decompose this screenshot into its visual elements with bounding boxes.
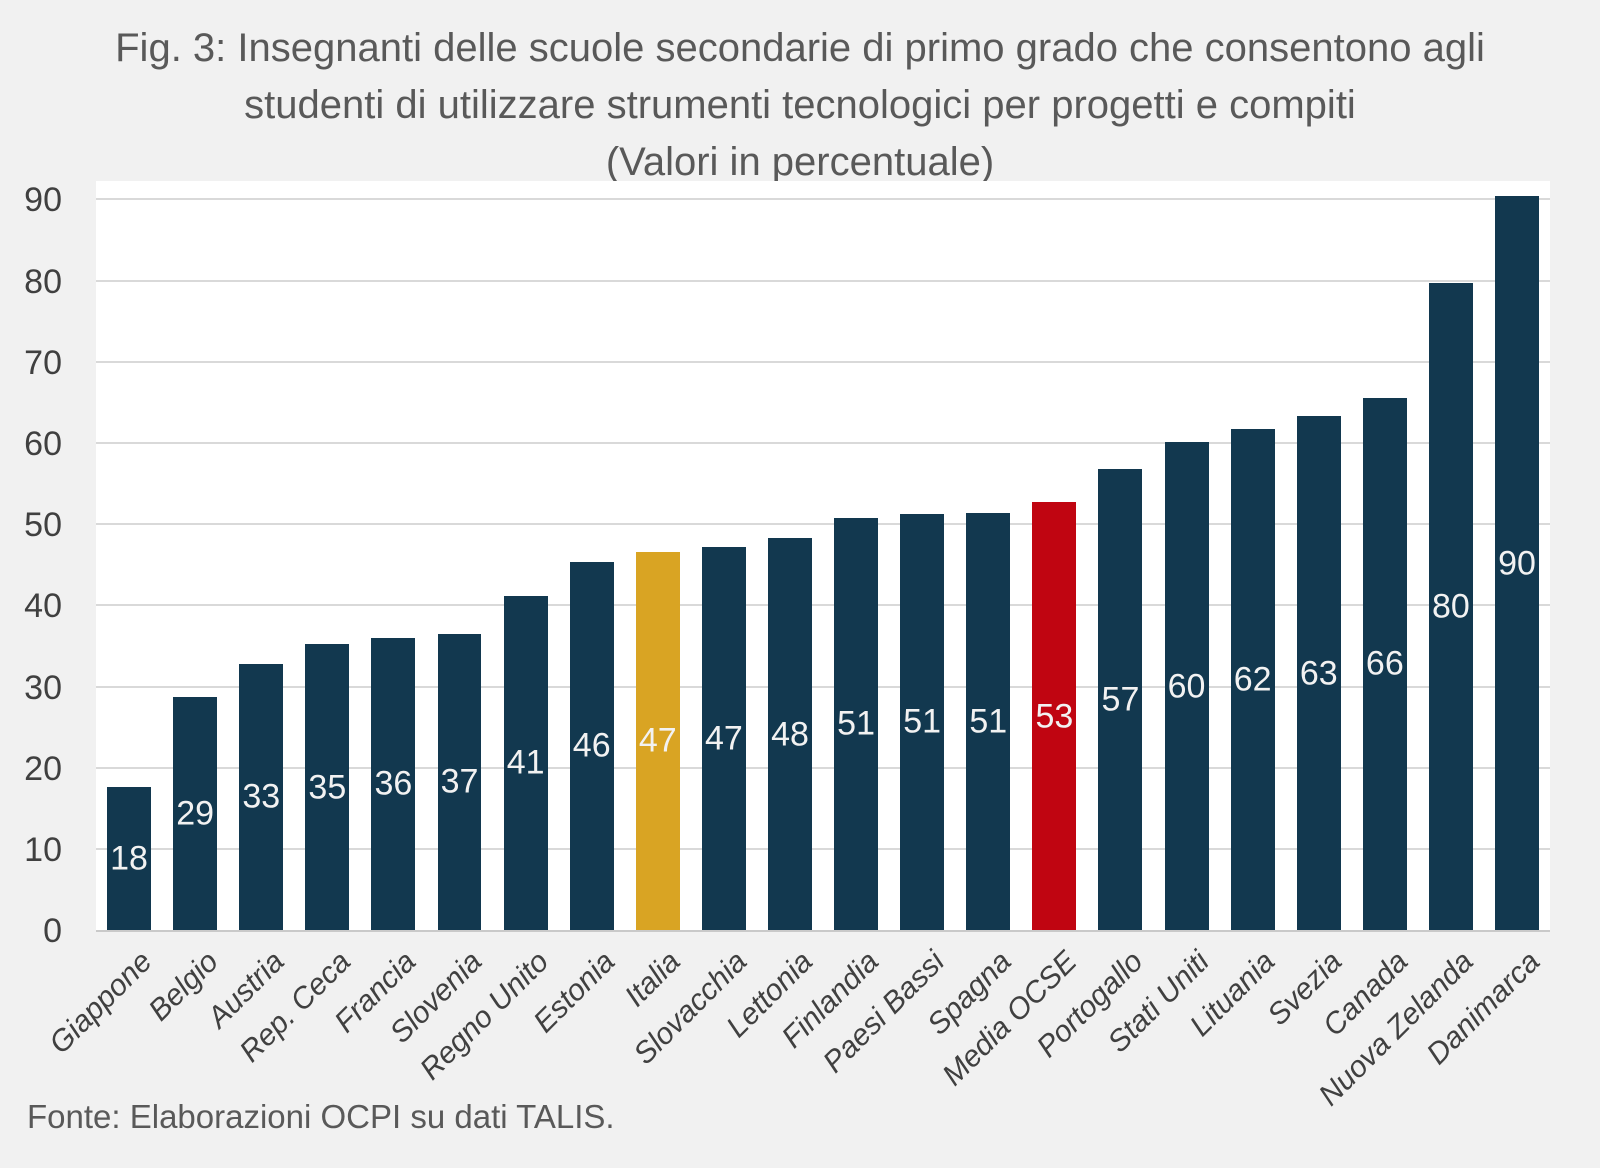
source-note: Fonte: Elaborazioni OCPI su dati TALIS. — [27, 1098, 615, 1135]
bar-francia: 36 — [371, 637, 416, 931]
bar-value-label: 18 — [110, 839, 148, 878]
bar-media-ocse: 53 — [1032, 502, 1077, 931]
bar-slot: 90 — [1484, 181, 1550, 931]
bar-value-label: 63 — [1299, 654, 1338, 693]
bar-lituania: 62 — [1230, 428, 1275, 931]
bar-slot: 33 — [228, 181, 294, 931]
bar-slot: 51 — [955, 181, 1021, 931]
bar-value-label: 35 — [308, 768, 347, 807]
y-tick-label: 20 — [24, 749, 62, 788]
gridline — [96, 198, 1550, 201]
bar-value-label: 36 — [374, 764, 413, 803]
bar-slot: 80 — [1418, 181, 1484, 931]
bar-slot: 53 — [1021, 181, 1087, 931]
gridline — [96, 279, 1550, 282]
bar-svezia: 63 — [1296, 416, 1341, 931]
bar-value-label: 62 — [1233, 660, 1272, 699]
bar-slot: 63 — [1286, 181, 1352, 931]
bar-slot: 18 — [96, 181, 162, 931]
gridline — [96, 766, 1550, 769]
bar-slot: 57 — [1087, 181, 1153, 931]
x-axis-line — [96, 930, 1550, 932]
y-tick-label: 0 — [43, 912, 62, 950]
gridline — [96, 523, 1550, 526]
bar-slot: 37 — [426, 181, 492, 931]
bar-nuova-zelanda: 80 — [1428, 283, 1473, 931]
bar-spagna: 51 — [966, 512, 1011, 931]
bar-value-label: 51 — [903, 702, 942, 741]
bar-value-label: 66 — [1365, 644, 1404, 683]
bar-danimarca: 90 — [1495, 196, 1539, 931]
bar-value-label: 47 — [704, 719, 743, 758]
bar-slot: 36 — [360, 181, 426, 931]
gridline — [96, 442, 1550, 444]
bar-value-label: 80 — [1432, 587, 1470, 626]
bar-value-label: 46 — [572, 726, 611, 765]
bar-value-label: 41 — [506, 743, 545, 782]
bar-value-label: 47 — [638, 721, 677, 760]
bar-stati-uniti: 60 — [1164, 442, 1209, 931]
y-tick-label: 40 — [24, 587, 62, 626]
bar-slot: 47 — [625, 181, 691, 931]
gridline — [96, 604, 1550, 607]
bar-value-label: 48 — [771, 715, 809, 754]
bar-slot: 66 — [1352, 181, 1418, 931]
bar-estonia: 46 — [569, 561, 614, 931]
y-tick-label: 50 — [24, 506, 62, 545]
bars-container: 18 29 33 35 36 37 41 46 47 47 48 51 51 51 53 57 60 62 63 66… — [96, 181, 1550, 931]
y-tick-label: 30 — [24, 668, 62, 707]
y-tick-label: 60 — [24, 425, 62, 463]
bar-slot: 60 — [1154, 181, 1220, 931]
bar-slot: 41 — [493, 181, 559, 931]
plot-area: 18 29 33 35 36 37 41 46 47 47 48 51 51 51 53 57 60 62 63 66… — [96, 181, 1550, 932]
y-tick-label: 10 — [24, 830, 62, 869]
chart-title-line-1: Fig. 3: Insegnanti delle scuole secondar… — [115, 26, 1485, 70]
bar-giappone: 18 — [107, 786, 152, 931]
bar-slovacchia: 47 — [701, 547, 746, 931]
y-tick-label: 90 — [24, 181, 62, 220]
bar-slot: 51 — [889, 181, 955, 931]
bar-value-label: 29 — [176, 794, 215, 833]
bar-value-label: 90 — [1498, 544, 1536, 583]
bar-value-label: 53 — [1035, 697, 1074, 736]
chart-title-line-2: studenti di utilizzare strumenti tecnolo… — [244, 83, 1356, 127]
bar-value-label: 60 — [1167, 667, 1206, 706]
bar-slot: 47 — [691, 181, 757, 931]
bar-value-label: 37 — [440, 762, 479, 801]
bar-value-label: 51 — [837, 704, 875, 743]
bar-slot: 48 — [757, 181, 823, 931]
bar-portogallo: 57 — [1098, 469, 1143, 931]
bar-austria: 33 — [239, 663, 284, 931]
gridline — [96, 847, 1550, 850]
bar-regno-unito: 41 — [503, 595, 548, 931]
chart-title-line-3: (Valori in percentuale) — [605, 140, 995, 184]
x-axis-labels: Giappone Belgio Austria Rep. Ceca Francia Slo… — [43, 931, 1550, 1112]
bar-italia: 47 — [635, 551, 680, 931]
bar-slovenia: 37 — [437, 633, 482, 931]
bar-value-label: 51 — [969, 702, 1008, 741]
bar-finlandia: 51 — [834, 517, 879, 931]
y-axis: 0 10 20 30 40 50 60 70 80 90 — [0, 181, 62, 950]
bar-slot: 51 — [823, 181, 889, 931]
bar-slot: 29 — [162, 181, 228, 931]
bar-slot: 46 — [559, 181, 625, 931]
y-tick-label: 70 — [24, 343, 62, 382]
bar-value-label: 57 — [1101, 680, 1140, 719]
gridline — [96, 685, 1550, 688]
bar-paesi-bassi: 51 — [900, 513, 945, 931]
bar-rep-ceca: 35 — [305, 644, 350, 931]
bar-slot: 62 — [1220, 181, 1286, 931]
bar-belgio: 29 — [173, 697, 218, 931]
bar-value-label: 33 — [242, 777, 281, 816]
bar-slot: 35 — [294, 181, 360, 931]
bar-canada: 66 — [1362, 397, 1407, 931]
bar-lettonia: 48 — [768, 538, 812, 931]
gridline — [96, 360, 1550, 363]
y-tick-label: 80 — [24, 262, 62, 301]
chart-title: Fig. 3: Insegnanti delle scuole secondar… — [50, 20, 1550, 191]
